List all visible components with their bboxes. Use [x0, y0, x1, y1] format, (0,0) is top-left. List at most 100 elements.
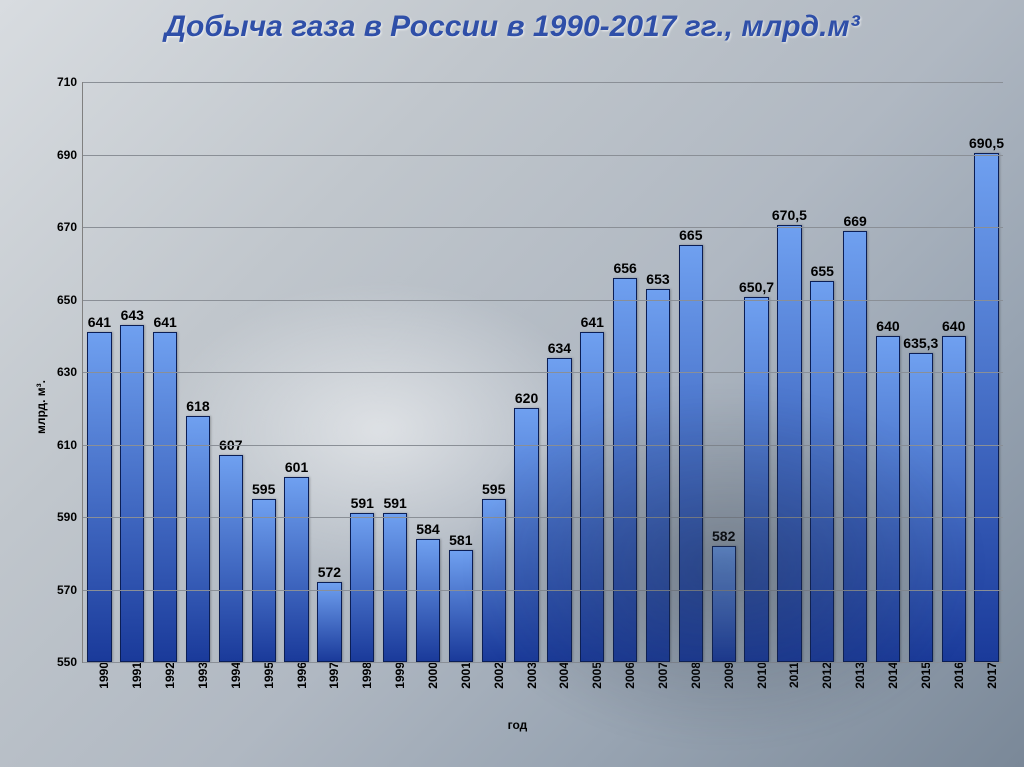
- bar-value-label: 635,3: [903, 335, 938, 351]
- x-tick-label: 1999: [389, 662, 407, 689]
- x-tick-label: 1998: [356, 662, 374, 689]
- bar: 665: [679, 245, 703, 662]
- y-tick-label: 610: [57, 438, 83, 452]
- grid-line: [83, 300, 1003, 301]
- x-tick-label: 2000: [422, 662, 440, 689]
- bar-slot: 5952002: [483, 499, 505, 662]
- x-tick-label: 1996: [291, 662, 309, 689]
- bar: 669: [843, 231, 867, 662]
- bar-slot: 6181993: [187, 416, 209, 663]
- bar: 656: [613, 278, 637, 662]
- bar-value-label: 591: [383, 495, 406, 511]
- bar-slot: 6402014: [877, 336, 899, 662]
- bar-slot: 5842000: [417, 539, 439, 662]
- x-tick-label: 2012: [816, 662, 834, 689]
- x-tick-label: 2016: [948, 662, 966, 689]
- x-tick-label: 2005: [586, 662, 604, 689]
- bar: 641: [153, 332, 177, 662]
- bar-slot: 6552012: [811, 281, 833, 662]
- bar: 640: [942, 336, 966, 662]
- bar: 582: [712, 546, 736, 662]
- bar-slot: 5951995: [253, 499, 275, 662]
- bar-slot: 6011996: [285, 477, 307, 662]
- bar-slot: 5721997: [318, 582, 340, 662]
- bar-value-label: 595: [482, 481, 505, 497]
- bar: 634: [547, 358, 571, 663]
- grid-line: [83, 82, 1003, 83]
- grid-line: [83, 372, 1003, 373]
- x-tick-label: 2001: [455, 662, 473, 689]
- x-tick-label: 1994: [225, 662, 243, 689]
- x-tick-label: 1992: [159, 662, 177, 689]
- y-tick-label: 710: [57, 75, 83, 89]
- x-tick-label: 1993: [192, 662, 210, 689]
- bar: 601: [284, 477, 308, 662]
- bar-value-label: 643: [121, 307, 144, 323]
- bar-slot: 6342004: [548, 358, 570, 663]
- bar-value-label: 641: [581, 314, 604, 330]
- bar-value-label: 656: [613, 260, 636, 276]
- bar-value-label: 582: [712, 528, 735, 544]
- bar-slot: 650,72010: [745, 297, 767, 662]
- bar: 572: [317, 582, 341, 662]
- bar: 591: [350, 513, 374, 662]
- bar-value-label: 655: [811, 263, 834, 279]
- bar-slot: 6692013: [844, 231, 866, 662]
- bar: 581: [449, 550, 473, 662]
- x-tick-label: 2009: [718, 662, 736, 689]
- grid-line: [83, 227, 1003, 228]
- bar: 641: [87, 332, 111, 662]
- bar-slot: 5911999: [384, 513, 406, 662]
- x-tick-label: 2004: [553, 662, 571, 689]
- x-tick-label: 1997: [323, 662, 341, 689]
- x-tick-label: 2003: [521, 662, 539, 689]
- slide: Добыча газа в России в 1990-2017 гг., мл…: [0, 0, 1024, 767]
- bar-slot: 6412005: [581, 332, 603, 662]
- bar: 595: [252, 499, 276, 662]
- y-tick-label: 630: [57, 365, 83, 379]
- bar: 641: [580, 332, 604, 662]
- bar-value-label: 591: [351, 495, 374, 511]
- bar-slot: 5812001: [450, 550, 472, 662]
- y-tick-label: 570: [57, 583, 83, 597]
- x-tick-label: 2002: [488, 662, 506, 689]
- bar: 618: [186, 416, 210, 663]
- x-axis-label: год: [30, 718, 1005, 732]
- x-tick-label: 2014: [882, 662, 900, 689]
- bar-slot: 6071994: [220, 455, 242, 662]
- bar: 635,3: [909, 353, 933, 662]
- bar-slot: 6532007: [647, 289, 669, 662]
- bar-slot: 6431991: [121, 325, 143, 662]
- y-tick-label: 690: [57, 148, 83, 162]
- bar-value-label: 640: [942, 318, 965, 334]
- bar-value-label: 618: [186, 398, 209, 414]
- bar: 584: [416, 539, 440, 662]
- bar-value-label: 581: [449, 532, 472, 548]
- x-tick-label: 1995: [258, 662, 276, 689]
- bar-slot: 5911998: [351, 513, 373, 662]
- y-tick-label: 550: [57, 655, 83, 669]
- bar-value-label: 620: [515, 390, 538, 406]
- bar-value-label: 641: [153, 314, 176, 330]
- chart-container: млрд. м³. 641199064319916411992618199360…: [30, 82, 1005, 732]
- bar-value-label: 595: [252, 481, 275, 497]
- bar-value-label: 653: [646, 271, 669, 287]
- bar: 620: [514, 408, 538, 662]
- bar-value-label: 640: [876, 318, 899, 334]
- x-tick-label: 2011: [783, 662, 801, 688]
- bar-value-label: 665: [679, 227, 702, 243]
- x-tick-label: 2017: [981, 662, 999, 689]
- bar-slot: 6562006: [614, 278, 636, 662]
- bar: 595: [482, 499, 506, 662]
- bar: 643: [120, 325, 144, 662]
- bar-value-label: 690,5: [969, 135, 1004, 151]
- bar: 655: [810, 281, 834, 662]
- x-tick-label: 2006: [619, 662, 637, 689]
- grid-line: [83, 445, 1003, 446]
- grid-line: [83, 517, 1003, 518]
- x-tick-label: 2010: [751, 662, 769, 689]
- x-tick-label: 2008: [685, 662, 703, 689]
- y-axis-label: млрд. м³.: [34, 380, 48, 434]
- bar-slot: 6411992: [154, 332, 176, 662]
- bar-value-label: 641: [88, 314, 111, 330]
